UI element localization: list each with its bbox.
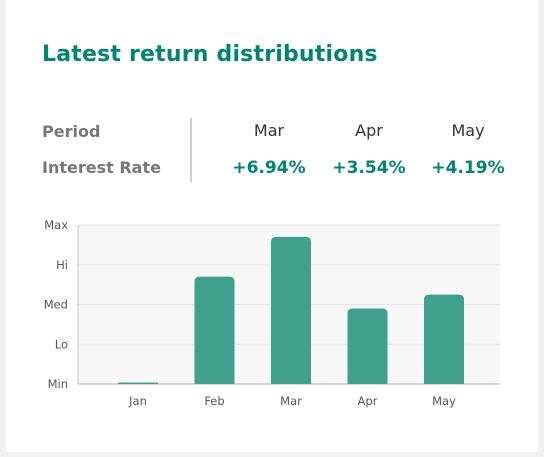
bar-apr bbox=[347, 308, 388, 384]
period-month-mar: Mar bbox=[253, 121, 285, 140]
period-month-apr: Apr bbox=[355, 121, 383, 140]
bar-mar bbox=[271, 236, 311, 384]
returns-bar-chart: Min Lo Med Hi Max Jan Feb Mar Apr May bbox=[6, 210, 538, 420]
interest-rate-may: +4.19% bbox=[431, 158, 505, 178]
bar-feb bbox=[194, 276, 235, 384]
x-tick-label-mar: Mar bbox=[280, 394, 302, 408]
bar-may bbox=[424, 294, 464, 384]
card-title: Latest return distributions bbox=[42, 42, 378, 67]
y-tick-label: Lo bbox=[55, 337, 68, 351]
interest-rate-apr: +3.54% bbox=[332, 158, 406, 178]
summary-divider bbox=[190, 118, 192, 182]
returns-card: Latest return distributions Period Inter… bbox=[6, 0, 538, 452]
x-tick-label-jan: Jan bbox=[128, 394, 147, 408]
x-tick-label-apr: Apr bbox=[358, 394, 378, 408]
x-tick-label-may: May bbox=[432, 394, 456, 408]
y-tick-label: Min bbox=[48, 377, 68, 391]
y-tick-label: Hi bbox=[56, 258, 68, 272]
bar-jan bbox=[118, 382, 158, 384]
interest-rate-mar: +6.94% bbox=[232, 158, 306, 178]
y-tick-label: Max bbox=[44, 218, 68, 232]
chart-svg: Min Lo Med Hi Max Jan Feb Mar Apr May bbox=[44, 218, 500, 408]
x-tick-label-feb: Feb bbox=[204, 394, 224, 408]
period-month-may: May bbox=[451, 121, 485, 140]
y-tick-label: Med bbox=[44, 298, 68, 312]
interest-rate-label: Interest Rate bbox=[42, 158, 161, 177]
period-label: Period bbox=[42, 122, 101, 141]
